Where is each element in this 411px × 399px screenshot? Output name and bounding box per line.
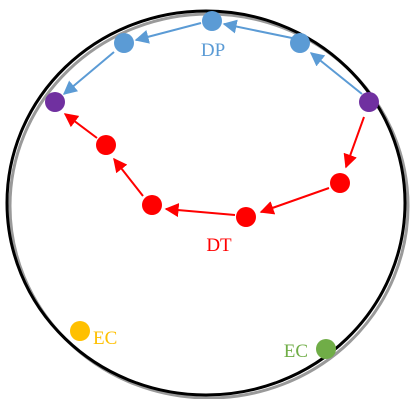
ec-label-left: EC [93,328,117,349]
junction-node-left [45,92,65,112]
dt-arrow-4 [113,157,144,197]
junction-nodes [45,92,379,112]
ec-label-right: EC [284,341,308,362]
dt-label: DT [206,235,232,256]
outer-circle-shadow [8,12,410,399]
dp-arrow-1 [309,52,363,95]
dp-label: DP [201,40,225,61]
dp-arrow-2 [222,19,293,39]
dt-arrow-3 [164,203,236,218]
ec-node-right [316,339,336,359]
ec-node-left [70,321,90,341]
dt-nodes [96,135,350,227]
dp-node [290,33,310,53]
dt-node [96,135,116,155]
dp-arrow-3 [134,22,202,44]
dp-node [202,11,222,31]
dp-arrow-4 [62,51,115,95]
dp-nodes [114,11,310,53]
dt-arrow-2 [259,187,330,215]
dt-node [236,207,256,227]
dt-node [330,173,350,193]
dt-arrows [63,113,365,218]
junction-node-right [359,92,379,112]
dp-node [114,33,134,53]
dt-arrow-5 [63,113,98,139]
dt-arrow-1 [343,116,365,169]
outer-circle [5,9,407,397]
dp-arrows [62,19,363,95]
dt-node [142,195,162,215]
